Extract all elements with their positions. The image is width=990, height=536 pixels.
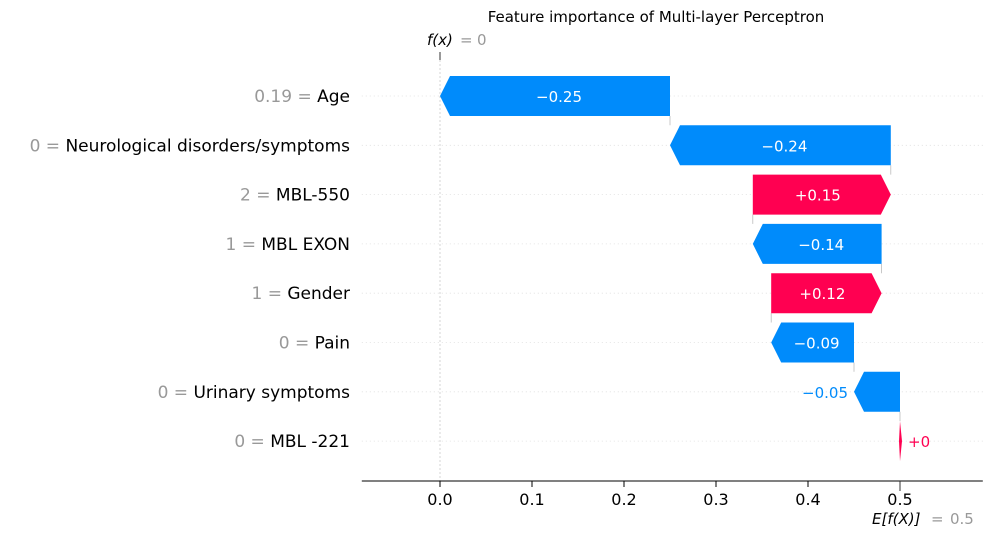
feature-label: 0.19 = Age <box>254 87 350 107</box>
feature-name: Pain <box>315 334 350 354</box>
bar <box>771 322 854 363</box>
fx-name: f(x) <box>427 31 453 49</box>
feature-value: 1 = <box>251 284 287 304</box>
x-tick-label: 0.4 <box>795 490 820 509</box>
feature-label: 0 = MBL -221 <box>234 432 350 452</box>
base-name: E[f(X)] <box>872 510 921 528</box>
bars: −0.25 −0.24 +0.15 −0.14 +0.12 −0.09 −0.05 +0 <box>440 76 930 462</box>
feature-value: 0 = <box>234 432 270 452</box>
bar <box>771 273 882 314</box>
feature-name: MBL EXON <box>261 235 350 255</box>
bar-value-label: −0.14 <box>798 236 844 254</box>
x-tick-label: 0.1 <box>519 490 544 509</box>
feature-value: 0 = <box>30 136 66 156</box>
feature-name: Age <box>317 87 350 107</box>
feature-labels: 0.19 = Age 0 = Neurological disorders/sym… <box>30 87 351 452</box>
x-tick-label: 0.3 <box>703 490 728 509</box>
feature-value: 2 = <box>240 186 276 206</box>
bar <box>752 174 891 215</box>
bar-value-label: +0.15 <box>795 187 841 205</box>
feature-name: MBL -221 <box>270 432 350 452</box>
fx-value: 0 <box>477 31 487 49</box>
feature-label: 2 = MBL-550 <box>240 186 350 206</box>
fx-equals: = <box>460 31 473 49</box>
base-equals: = <box>931 510 944 528</box>
x-axis: 0.0 0.1 0.2 0.3 0.4 0.5 <box>361 480 983 509</box>
feature-label: 1 = MBL EXON <box>226 235 350 255</box>
feature-label: 0 = Urinary symptoms <box>158 383 351 403</box>
bar-value-label: −0.25 <box>536 88 582 106</box>
chart-title: Feature importance of Multi-layer Percep… <box>488 8 825 26</box>
feature-name: Neurological disorders/symptoms <box>65 136 350 156</box>
base-value: 0.5 <box>950 510 974 528</box>
bar <box>899 421 902 462</box>
bar <box>854 371 900 412</box>
bar-value-label: +0 <box>908 433 930 451</box>
feature-label: 0 = Pain <box>279 334 350 354</box>
base-label: E[f(X)] = 0.5 <box>872 510 974 528</box>
feature-value: 0 = <box>279 334 315 354</box>
feature-value: 0.19 = <box>254 87 317 107</box>
bar-value-label: −0.05 <box>802 384 848 402</box>
bar <box>440 76 670 116</box>
bar <box>752 223 882 264</box>
feature-label: 1 = Gender <box>251 284 350 304</box>
feature-label: 0 = Neurological disorders/symptoms <box>30 136 351 156</box>
feature-name: Gender <box>287 284 350 304</box>
fx-label: f(x) = 0 <box>427 31 487 49</box>
bar-value-label: +0.12 <box>799 285 845 303</box>
feature-value: 1 = <box>226 235 262 255</box>
gridlines <box>361 52 983 481</box>
bar-value-label: −0.09 <box>794 335 840 353</box>
x-tick-label: 0.2 <box>611 490 636 509</box>
feature-name: MBL-550 <box>276 186 350 206</box>
bar-value-label: −0.24 <box>761 137 807 155</box>
feature-value: 0 = <box>158 383 194 403</box>
feature-name: Urinary symptoms <box>193 383 350 403</box>
x-tick-label: 0.5 <box>887 490 912 509</box>
x-tick-label: 0.0 <box>427 490 452 509</box>
bar <box>670 125 891 166</box>
